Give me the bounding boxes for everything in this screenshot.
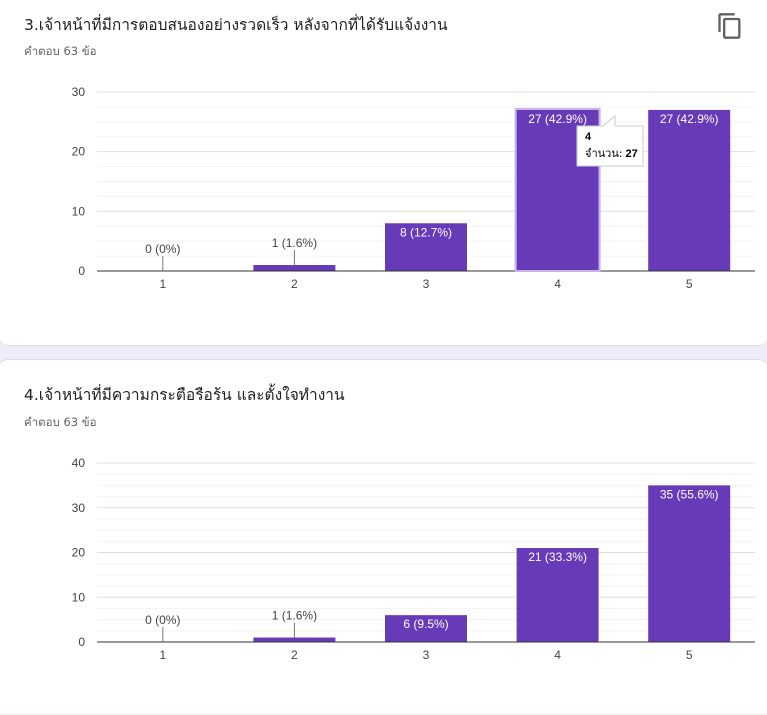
bar (253, 265, 336, 271)
tooltip-box (576, 114, 644, 167)
chart-tooltip: 4 จำนวน: 27 (576, 114, 644, 167)
data-label: 21 (33.3%) (528, 550, 587, 564)
x-tick-label: 4 (554, 277, 561, 291)
question-card-3: 3.เจ้าหน้าที่มีการตอบสนองอย่างรวดเร็ว หล… (0, 0, 767, 346)
question-title: 3.เจ้าหน้าที่มีการตอบสนองอย่างรวดเร็ว หล… (24, 16, 448, 34)
data-label: 6 (9.5%) (403, 617, 448, 631)
data-label: 27 (42.9%) (528, 112, 587, 126)
bar (516, 548, 599, 642)
tooltip-line: จำนวน: 27 (585, 147, 638, 160)
x-tick-label: 3 (423, 648, 430, 662)
tooltip-value: 27 (626, 148, 638, 160)
bar-chart: 0 10 20 30 0 (0%) 1 1 (1.6%) 2 8 (12.7%) 3 27 (42.… (72, 85, 755, 291)
y-tick-label: 10 (72, 204, 86, 218)
response-count: คำตอบ 63 ข้อ (24, 415, 97, 429)
copy-icon (718, 13, 741, 39)
y-tick-label: 0 (78, 635, 85, 649)
y-tick-label: 20 (72, 546, 86, 560)
x-tick-label: 1 (159, 277, 166, 291)
y-tick-label: 30 (72, 85, 86, 99)
bar-hover-outline (514, 107, 601, 273)
x-tick-label: 2 (291, 277, 298, 291)
response-count: คำตอบ 63 ข้อ (24, 44, 97, 58)
data-label: 1 (1.6%) (272, 609, 317, 623)
y-tick-label: 30 (72, 501, 86, 515)
tooltip-category: 4 (585, 131, 592, 143)
bar (253, 637, 336, 642)
bar-chart: 0 10 20 30 40 0 (0%) 1 1 (1.6%) 2 6 (9.5%) 3 21 (33… (72, 456, 755, 662)
y-tick-label: 0 (78, 264, 85, 278)
bar (648, 485, 731, 642)
bar (648, 109, 731, 272)
y-tick-label: 40 (72, 456, 86, 470)
bar (385, 615, 467, 642)
data-label: 35 (55.6%) (660, 487, 719, 501)
x-tick-label: 1 (159, 648, 166, 662)
tooltip-label: จำนวน: (585, 147, 623, 160)
y-tick-label: 10 (72, 590, 86, 604)
data-label: 0 (0%) (145, 613, 180, 627)
copy-chart-button[interactable] (716, 12, 744, 40)
x-tick-label: 3 (423, 277, 430, 291)
x-tick-label: 2 (291, 648, 298, 662)
x-tick-label: 4 (554, 648, 561, 662)
question-title: 4.เจ้าหน้าที่มีความกระตือรือร้น และตั้งใ… (24, 386, 345, 404)
bar (385, 223, 467, 271)
y-tick-label: 20 (72, 145, 86, 159)
question-card-4: 4.เจ้าหน้าที่มีความกระตือรือร้น และตั้งใ… (0, 359, 767, 714)
data-label: 0 (0%) (145, 242, 180, 256)
data-label: 8 (12.7%) (400, 225, 452, 239)
data-label: 1 (1.6%) (272, 236, 317, 250)
x-tick-label: 5 (686, 277, 693, 291)
x-tick-label: 5 (686, 648, 693, 662)
data-label: 27 (42.9%) (660, 112, 719, 126)
